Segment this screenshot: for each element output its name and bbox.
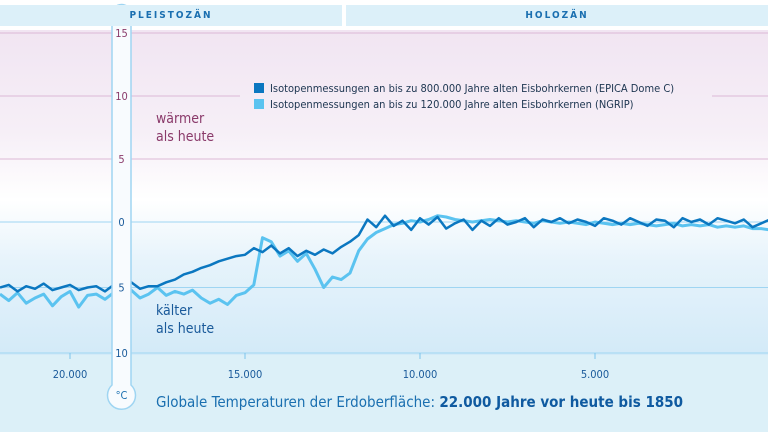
chart-title: Globale Temperaturen der Erdoberfläche: … [156, 393, 683, 411]
x-tick-label: 20.000 [53, 368, 88, 381]
period-pleistocene: PLEISTOZÄN [0, 5, 342, 26]
x-tick-label: 15.000 [228, 368, 263, 381]
y-tick-label: 10 [115, 347, 128, 360]
colder-label: kälter als heute [156, 302, 214, 338]
y-tick-label: 5 [118, 282, 124, 295]
legend-label-ngrip: Isotopenmessungen an bis zu 120.000 Jahr… [270, 97, 634, 111]
period-holocene: HOLOZÄN [346, 5, 768, 26]
title-regular: Globale Temperaturen der Erdoberfläche: [156, 393, 436, 411]
colder-line-2: als heute [156, 321, 215, 337]
x-tick-label: 5.000 [581, 368, 609, 381]
x-tick-label: 10.000 [403, 368, 438, 381]
y-tick-label: 5 [118, 153, 124, 166]
colder-line-1: kälter [156, 303, 193, 319]
thermometer [106, 3, 137, 411]
warmer-label: wärmer als heute [156, 110, 214, 146]
legend-label-epica: Isotopenmessungen an bis zu 800.000 Jahr… [270, 81, 675, 95]
warmer-line-1: wärmer [156, 111, 205, 127]
legend-item-epica: Isotopenmessungen an bis zu 800.000 Jahr… [254, 80, 674, 96]
title-bold: 22.000 Jahre vor heute bis 1850 [439, 393, 684, 411]
legend: Isotopenmessungen an bis zu 800.000 Jahr… [254, 80, 674, 112]
legend-item-ngrip: Isotopenmessungen an bis zu 120.000 Jahr… [254, 96, 674, 112]
y-tick-label: 0 [118, 216, 124, 229]
legend-swatch-ngrip [254, 99, 264, 109]
y-tick-label: 10 [115, 90, 128, 103]
legend-swatch-epica [254, 83, 264, 93]
y-tick-label: 15 [115, 27, 128, 40]
warmer-line-2: als heute [156, 129, 215, 145]
unit-label: °C [115, 389, 128, 402]
